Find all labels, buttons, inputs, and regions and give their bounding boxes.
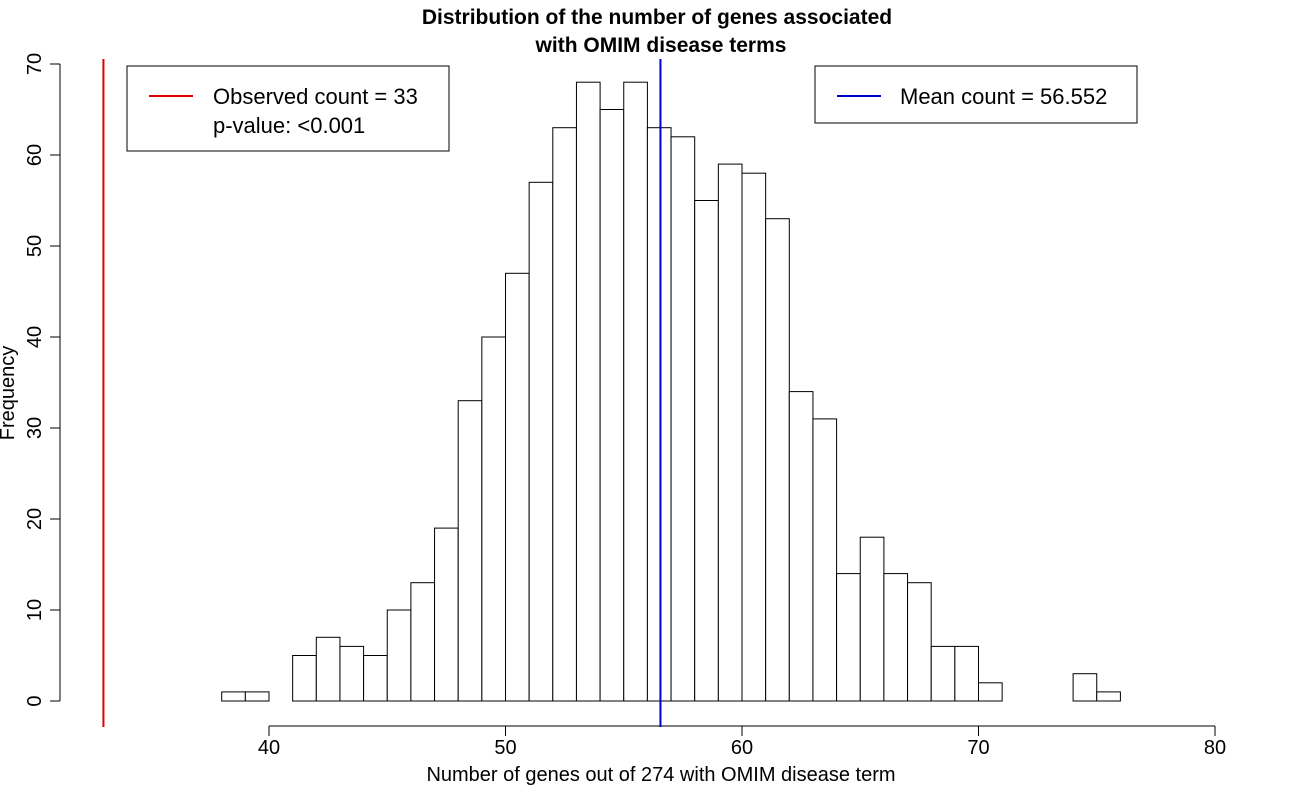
y-tick-label: 20 xyxy=(24,508,46,530)
histogram-bar xyxy=(481,336,507,702)
x-axis: 40 50 60 70 80 xyxy=(258,725,1226,759)
chart-title-line-2: with OMIM disease terms xyxy=(535,34,787,57)
histogram-bar xyxy=(244,691,270,702)
x-tick-label: 60 xyxy=(731,737,753,759)
histogram-bar xyxy=(859,536,885,702)
histogram-bar xyxy=(221,691,246,702)
y-tick-label: 30 xyxy=(24,417,46,439)
x-axis-label: Number of genes out of 274 with OMIM dis… xyxy=(426,764,895,786)
chart-title-line-1: Distribution of the number of genes asso… xyxy=(422,6,892,29)
histogram-bar xyxy=(836,573,861,702)
legend-mean-box xyxy=(814,65,1138,124)
x-tick-label: 40 xyxy=(258,737,280,759)
y-tick-label: 10 xyxy=(24,599,46,621)
y-axis: 0 10 20 30 40 50 60 70 xyxy=(24,53,61,707)
legend-mean-label: Mean count = 56.552 xyxy=(900,84,1107,109)
legend-observed: Observed count = 33 p-value: <0.001 xyxy=(126,65,450,152)
histogram-bar xyxy=(599,109,625,702)
histogram-bar xyxy=(623,81,648,702)
y-tick-label: 40 xyxy=(24,326,46,348)
histogram-bar xyxy=(292,655,317,702)
x-tick-label: 80 xyxy=(1204,737,1226,759)
legend-pvalue-label: p-value: <0.001 xyxy=(213,113,365,138)
histogram-bar xyxy=(339,645,365,702)
x-tick-label: 70 xyxy=(967,737,989,759)
y-tick-label: 0 xyxy=(24,695,46,706)
histogram-bar xyxy=(930,645,956,702)
histogram-bar xyxy=(646,127,672,702)
histogram-bar xyxy=(788,391,814,702)
legend-observed-box xyxy=(126,65,450,152)
histogram-bar xyxy=(741,172,767,702)
histogram-bar xyxy=(457,400,483,702)
histogram-bar xyxy=(694,200,719,702)
histogram-bar xyxy=(386,609,412,702)
histogram-bar xyxy=(528,181,554,702)
y-tick-label: 50 xyxy=(24,235,46,257)
y-axis-label: Frequency xyxy=(0,346,19,441)
histogram-bar xyxy=(978,682,1003,702)
histogram-bar xyxy=(954,645,979,702)
histogram-bar xyxy=(907,582,932,702)
y-tick-label: 60 xyxy=(24,144,46,166)
y-tick-label: 70 xyxy=(24,53,46,75)
legend-observed-label: Observed count = 33 xyxy=(213,84,418,109)
histogram-bar xyxy=(434,527,459,702)
histogram-bar xyxy=(1096,691,1121,702)
histogram-bar xyxy=(765,218,790,702)
histogram-bar xyxy=(883,573,909,702)
histogram-bar xyxy=(1072,673,1098,702)
histogram-bar xyxy=(575,81,601,702)
legend-mean: Mean count = 56.552 xyxy=(814,65,1138,124)
histogram-bar xyxy=(552,127,577,702)
x-tick-label: 50 xyxy=(494,737,516,759)
histogram-bar xyxy=(410,582,436,702)
histogram-bars xyxy=(221,81,1121,702)
histogram-bar xyxy=(670,136,696,702)
histogram-bar xyxy=(717,163,743,702)
histogram-bar xyxy=(505,272,530,702)
histogram-bar xyxy=(363,655,388,702)
histogram-bar xyxy=(812,418,838,702)
histogram-bar xyxy=(315,636,341,702)
